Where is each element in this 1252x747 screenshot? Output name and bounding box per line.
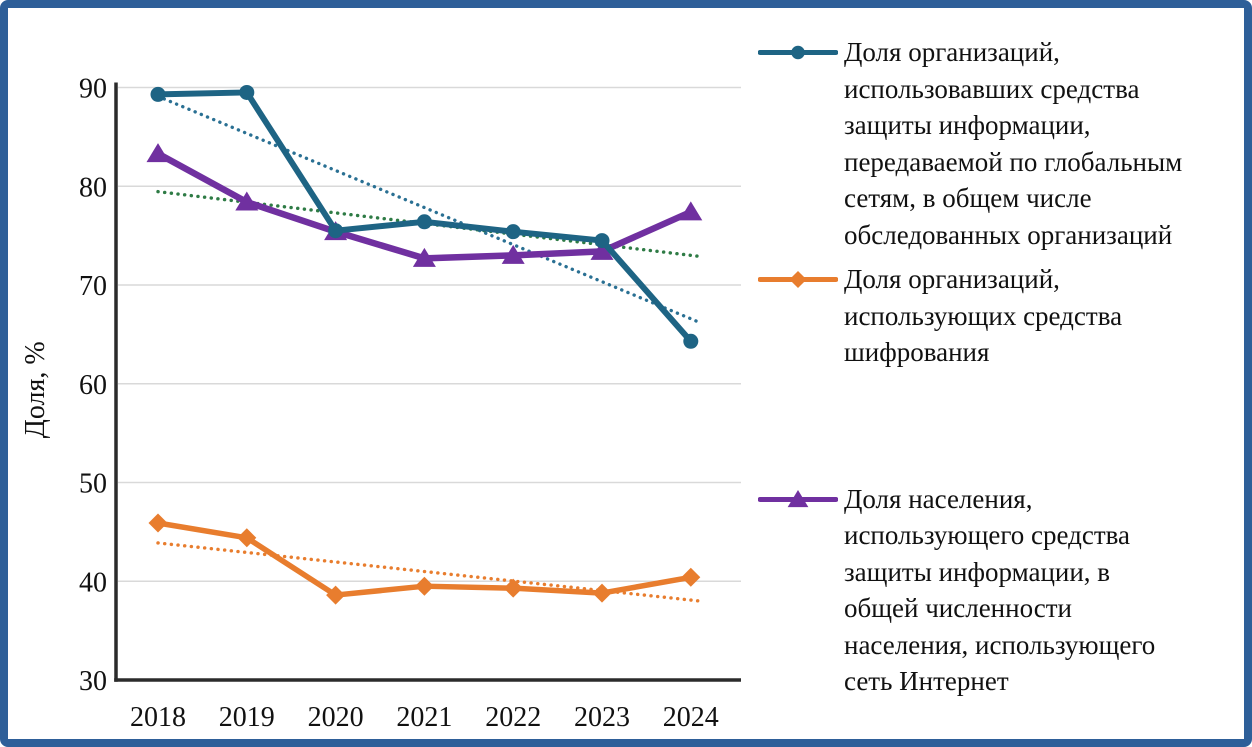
x-tick-label: 2022 [485,702,541,733]
y-tick-label: 70 [79,271,107,302]
y-tick-label: 90 [79,74,107,105]
y-tick-label: 40 [79,567,107,598]
series-0-marker-2023 [594,233,610,249]
legend-marker-circle-icon [757,34,839,71]
series-0-marker-2019 [239,84,255,100]
line-chart: 90 80 70 60 50 40 30 2018 2019 2020 2021 2022 2023 20… [20,74,741,733]
series-0-marker-2020 [328,223,344,239]
x-tick-label: 2019 [219,702,275,733]
legend-label-orgs-protection: Доля организаций, использовавших средств… [844,37,1183,250]
x-tick-label: 2021 [396,702,452,733]
series-2-marker-2022 [501,244,525,264]
y-tick-label: 50 [79,469,107,500]
series-1-marker-2023 [592,583,612,603]
legend-marker-shape [789,270,807,289]
y-tick-label: 80 [79,172,107,203]
series-1-marker-2020 [326,585,346,605]
legend-marker-triangle-icon [757,481,839,518]
y-tick-label: 30 [79,666,107,697]
x-tick-label: 2020 [308,702,364,733]
legend-label-orgs-encryption: Доля организаций, использующих средства … [844,264,1123,367]
series-2-marker-2021 [412,247,436,267]
series-2-marker-2018 [146,143,170,163]
legend-label-population-protection: Доля населения, использующего средства з… [844,483,1156,697]
y-axis-title: Доля, % [20,341,51,438]
legend-item-orgs-protection: Доля организаций, использовавших средств… [757,34,1244,253]
legend-swatch-triangle-icon [757,489,839,507]
legend-item-orgs-encryption: Доля организаций, использующих средства … [757,261,1244,371]
legend-marker-shape [787,489,809,507]
x-tick-label: 2023 [574,702,630,733]
series-0-marker-2024 [683,333,699,349]
series-0-marker-2021 [416,214,432,230]
series-2-marker-2024 [679,201,703,221]
x-tick-label: 2024 [663,702,719,733]
series-0-marker-2018 [150,86,166,102]
series-1-marker-2021 [414,576,434,596]
series-1-marker-2022 [503,578,523,598]
series-1-marker-2018 [148,513,168,533]
legend-swatch-circle-icon [757,45,839,60]
series-2-marker-2019 [235,191,259,211]
y-tick-label: 60 [79,370,107,401]
legend-marker-shape [791,45,805,60]
x-tick-label: 2018 [130,702,186,733]
legend-marker-diamond-icon [757,261,839,298]
legend-swatch-diamond-icon [757,270,839,289]
series-0-marker-2022 [505,224,521,240]
trendline-series-0 [156,94,702,325]
legend-item-population-protection: Доля населения, использующего средства з… [757,481,1244,700]
series-2-marker-2023 [590,240,614,260]
chart-legend: Доля организаций, использовавших средств… [757,8,1244,700]
series-1-marker-2019 [237,528,257,548]
series-1-marker-2024 [681,567,701,587]
